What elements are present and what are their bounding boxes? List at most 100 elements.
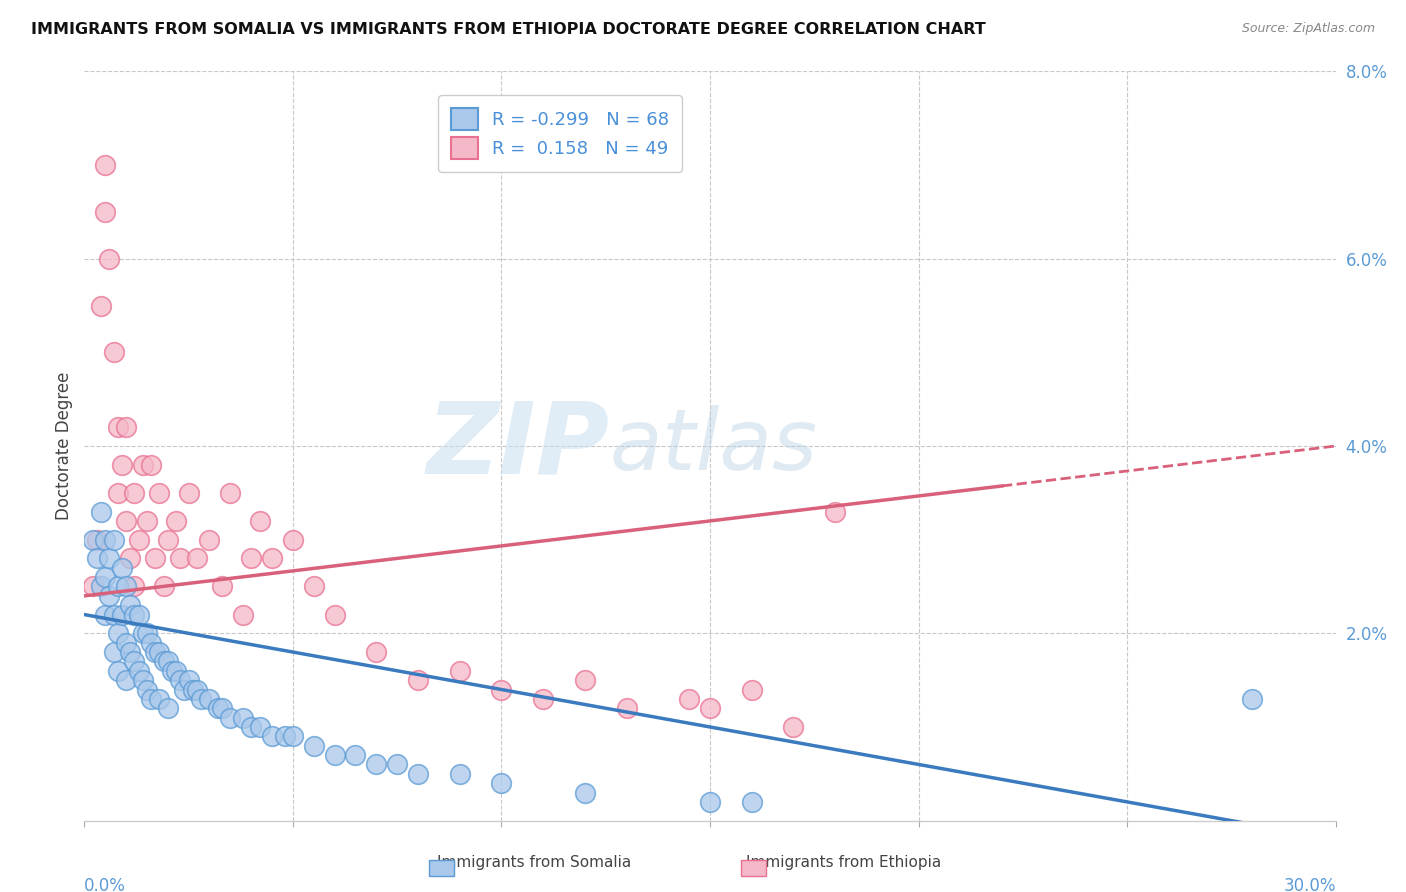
Point: [824, 505, 846, 519]
Point: [143, 551, 166, 566]
Text: ZIP: ZIP: [427, 398, 610, 494]
Point: [344, 747, 367, 762]
Point: [262, 730, 284, 744]
Point: [699, 795, 721, 809]
Point: [165, 664, 187, 678]
Point: [120, 551, 142, 566]
Point: [115, 635, 138, 649]
Point: [323, 607, 346, 622]
Point: [124, 485, 146, 500]
Point: [94, 570, 117, 584]
Point: [124, 607, 146, 622]
Point: [169, 551, 191, 566]
Point: [406, 767, 429, 781]
Text: 0.0%: 0.0%: [84, 877, 127, 892]
Point: [156, 533, 179, 547]
Point: [616, 701, 638, 715]
Point: [115, 673, 138, 688]
Point: [219, 710, 242, 724]
Point: [699, 701, 721, 715]
Point: [111, 607, 134, 622]
Point: [115, 420, 138, 434]
Point: [323, 747, 346, 762]
Point: [262, 551, 284, 566]
Point: [491, 682, 513, 697]
Point: [98, 551, 121, 566]
Point: [177, 673, 200, 688]
Point: [107, 580, 129, 594]
Point: [574, 786, 596, 800]
Point: [94, 533, 117, 547]
Point: [173, 682, 195, 697]
Point: [181, 682, 204, 697]
Point: [111, 561, 134, 575]
Point: [574, 673, 596, 688]
Point: [120, 645, 142, 659]
Point: [232, 607, 254, 622]
Point: [160, 664, 183, 678]
Point: [177, 485, 200, 500]
Point: [136, 626, 159, 640]
Point: [198, 692, 221, 706]
Point: [190, 692, 212, 706]
Point: [249, 720, 271, 734]
Point: [219, 485, 242, 500]
Point: [124, 655, 146, 669]
Point: [156, 655, 179, 669]
Point: [90, 505, 112, 519]
Point: [198, 533, 221, 547]
Point: [98, 589, 121, 603]
Point: [148, 692, 170, 706]
Point: [165, 514, 187, 528]
Point: [136, 682, 159, 697]
Point: [107, 420, 129, 434]
Point: [385, 757, 409, 772]
Point: [82, 580, 104, 594]
Point: [86, 551, 108, 566]
Point: [531, 692, 554, 706]
Point: [156, 701, 179, 715]
Point: [281, 533, 304, 547]
Point: [139, 635, 162, 649]
Point: [103, 645, 125, 659]
Point: [249, 514, 271, 528]
Point: [211, 701, 233, 715]
Point: [94, 204, 117, 219]
Point: [152, 655, 174, 669]
Point: [136, 514, 159, 528]
Point: [491, 776, 513, 790]
Point: [366, 757, 388, 772]
Text: Immigrants from Somalia: Immigrants from Somalia: [437, 855, 631, 870]
Point: [186, 551, 208, 566]
Text: 30.0%: 30.0%: [1284, 877, 1336, 892]
Point: [273, 730, 295, 744]
Point: [107, 626, 129, 640]
Point: [86, 533, 108, 547]
Point: [169, 673, 191, 688]
Point: [128, 664, 150, 678]
Legend: R = -0.299   N = 68, R =  0.158   N = 49: R = -0.299 N = 68, R = 0.158 N = 49: [437, 95, 682, 172]
Point: [152, 580, 174, 594]
Point: [782, 720, 804, 734]
Point: [90, 298, 112, 313]
Point: [98, 252, 121, 266]
Point: [139, 458, 162, 472]
Point: [103, 607, 125, 622]
Point: [107, 485, 129, 500]
Point: [366, 645, 388, 659]
Point: [139, 692, 162, 706]
Point: [302, 739, 325, 753]
Point: [132, 458, 155, 472]
Point: [128, 607, 150, 622]
Point: [232, 710, 254, 724]
Point: [302, 580, 325, 594]
Point: [741, 795, 763, 809]
Point: [115, 514, 138, 528]
Text: Immigrants from Ethiopia: Immigrants from Ethiopia: [747, 855, 941, 870]
Point: [741, 682, 763, 697]
Point: [186, 682, 208, 697]
Point: [207, 701, 229, 715]
Point: [124, 580, 146, 594]
Text: IMMIGRANTS FROM SOMALIA VS IMMIGRANTS FROM ETHIOPIA DOCTORATE DEGREE CORRELATION: IMMIGRANTS FROM SOMALIA VS IMMIGRANTS FR…: [31, 22, 986, 37]
Point: [449, 767, 471, 781]
